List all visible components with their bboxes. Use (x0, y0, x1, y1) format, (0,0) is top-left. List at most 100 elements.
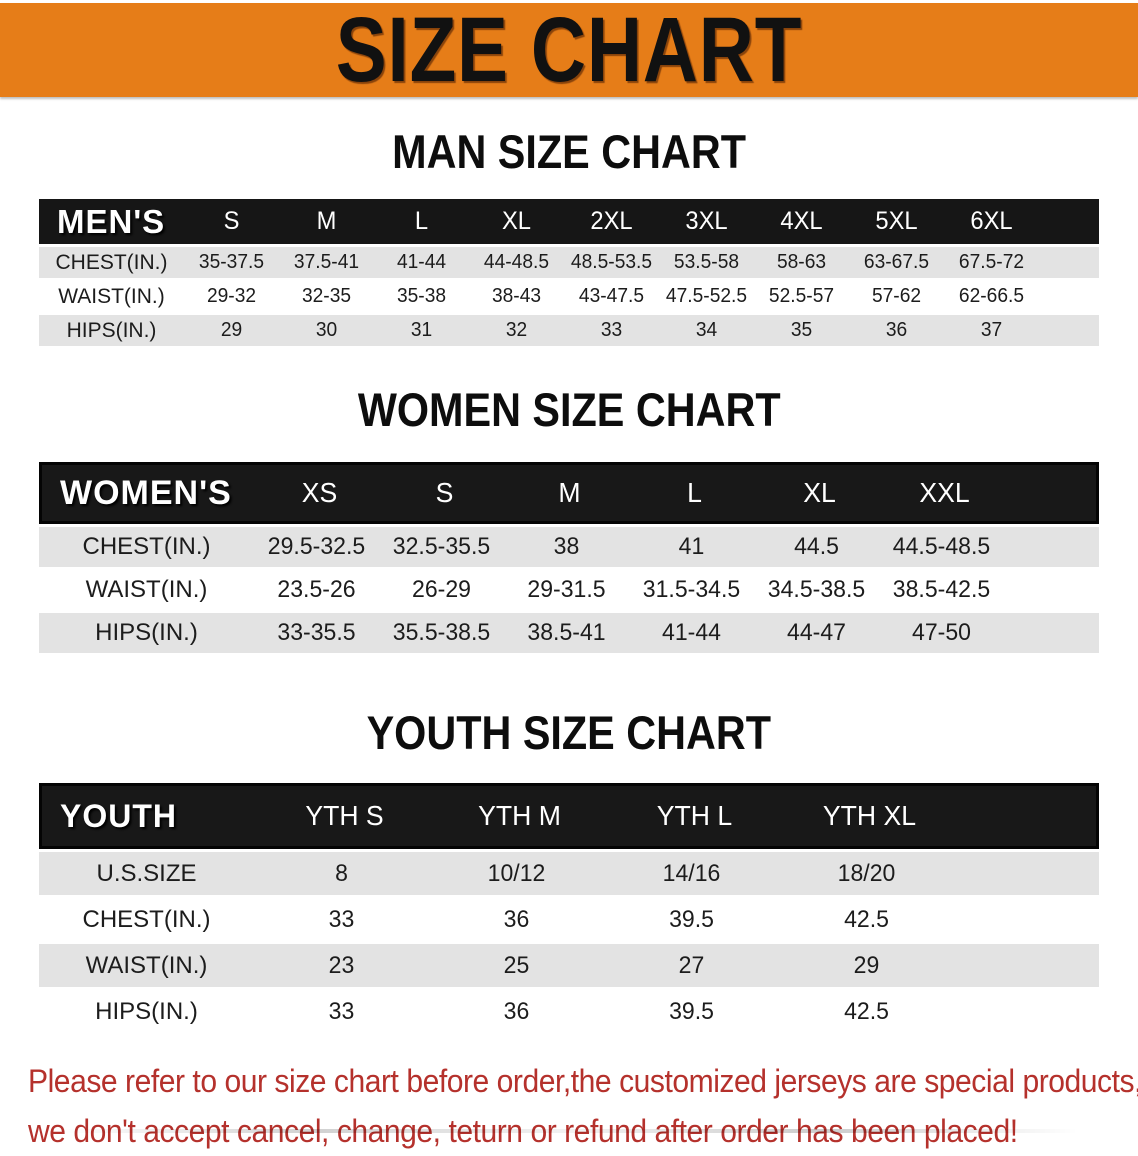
size-cell: 43-47.5 (578, 285, 645, 307)
women-section-heading: WOMEN SIZE CHART (0, 382, 1138, 437)
size-cell: 33-35.5 (277, 619, 356, 646)
column-header: XS (301, 477, 338, 508)
row-label: WAIST(IN.) (85, 951, 208, 979)
size-cell: 44-48.5 (483, 251, 550, 273)
column-header: XXL (919, 477, 970, 508)
row-label: CHEST(IN.) (82, 905, 211, 933)
table-header-label: YOUTH (60, 797, 177, 834)
size-cell: 34 (695, 319, 718, 341)
disclaimer-line-1: Please refer to our size chart before or… (28, 1063, 1138, 1099)
size-cell: 18/20 (837, 859, 896, 887)
column-header: XL (501, 207, 532, 235)
size-chart-banner: SIZE CHART (0, 3, 1138, 97)
women-section-heading-text: WOMEN SIZE CHART (357, 383, 781, 436)
disclaimer-note: Please refer to our size chart before or… (28, 1057, 1138, 1156)
size-cell: 36 (885, 319, 908, 341)
size-cell: 52.5-57 (768, 285, 835, 307)
table-row: CHEST(IN.) 33 36 39.5 42.5 (39, 898, 1099, 941)
row-label: WAIST(IN.) (85, 576, 208, 603)
column-header: YTH XL (822, 800, 917, 831)
table-row: CHEST(IN.) 29.5-32.5 32.5-35.5 38 41 44.5 44.5… (39, 527, 1099, 567)
table-header-row: MEN'S S M L XL 2XL 3XL 4XL 5XL 6XL (39, 199, 1099, 244)
size-cell: 10/12 (487, 859, 546, 887)
size-cell: 32 (505, 319, 528, 341)
banner-title: SIZE CHART (335, 0, 803, 101)
size-cell: 48.5-53.5 (570, 251, 653, 273)
table-row: CHEST(IN.) 35-37.5 37.5-41 41-44 44-48.5 48.5… (39, 247, 1099, 278)
size-cell: 29 (220, 319, 243, 341)
size-cell: 53.5-58 (673, 251, 740, 273)
size-cell: 42.5 (844, 997, 889, 1025)
size-cell: 38 (553, 533, 580, 560)
size-cell: 42.5 (844, 905, 889, 933)
size-cell: 57-62 (871, 285, 922, 307)
size-cell: 26-29 (412, 576, 471, 603)
table-row: WAIST(IN.) 23 25 27 29 (39, 944, 1099, 987)
womens-size-table: WOMEN'S XS S M L XL XXL CHEST(IN.) 29.5-32.5 32.5… (39, 462, 1099, 653)
size-cell: 35.5-38.5 (392, 619, 491, 646)
column-header: 6XL (970, 207, 1013, 235)
size-cell: 29 (853, 951, 880, 979)
size-cell: 63-67.5 (863, 251, 930, 273)
size-cell: 34.5-38.5 (767, 576, 866, 603)
table-row: HIPS(IN.) 33-35.5 35.5-38.5 38.5-41 41-44 44-… (39, 613, 1099, 653)
size-cell: 27 (678, 951, 705, 979)
column-header: 2XL (590, 207, 633, 235)
size-cell: 31 (410, 319, 433, 341)
row-label: WAIST(IN.) (58, 284, 165, 308)
column-header: YTH L (656, 800, 733, 831)
column-header: 5XL (875, 207, 918, 235)
size-cell: 38.5-42.5 (892, 576, 991, 603)
youth-size-table: YOUTH YTH S YTH M YTH L YTH XL U.S.SIZE 8 10/12… (39, 783, 1099, 1033)
row-label: HIPS(IN.) (95, 619, 198, 646)
size-cell: 39.5 (669, 997, 714, 1025)
column-header: 4XL (780, 207, 823, 235)
table-header-label: MEN'S (57, 202, 166, 240)
size-cell: 67.5-72 (958, 251, 1025, 273)
column-header: S (435, 477, 454, 508)
table-header-row: WOMEN'S XS S M L XL XXL (39, 462, 1099, 524)
size-cell: 33 (328, 997, 355, 1025)
table-header-row: YOUTH YTH S YTH M YTH L YTH XL (39, 783, 1099, 849)
size-cell: 23.5-26 (277, 576, 356, 603)
table-row: WAIST(IN.) 23.5-26 26-29 29-31.5 31.5-34.5 34… (39, 570, 1099, 610)
column-header: XL (803, 477, 836, 508)
column-header: L (687, 477, 702, 508)
size-cell: 41-44 (396, 251, 447, 273)
size-cell: 33 (328, 905, 355, 933)
bottom-edge-shadow (60, 1129, 1078, 1133)
size-cell: 35 (790, 319, 813, 341)
row-label: CHEST(IN.) (55, 250, 168, 274)
table-row: WAIST(IN.) 29-32 32-35 35-38 38-43 43-47.5 47.… (39, 281, 1099, 312)
column-header: S (223, 207, 240, 235)
size-cell: 47-50 (912, 619, 971, 646)
size-cell: 41-44 (662, 619, 721, 646)
row-label: HIPS(IN.) (66, 318, 157, 342)
table-header-label: WOMEN'S (60, 473, 232, 512)
column-header: 3XL (685, 207, 728, 235)
youth-section-heading: YOUTH SIZE CHART (0, 705, 1138, 760)
size-cell: 44.5 (794, 533, 839, 560)
size-cell: 31.5-34.5 (642, 576, 741, 603)
size-cell: 38-43 (491, 285, 542, 307)
size-cell: 32.5-35.5 (392, 533, 491, 560)
column-header: M (316, 207, 337, 235)
size-cell: 44-47 (787, 619, 846, 646)
man-section-heading: MAN SIZE CHART (0, 124, 1138, 179)
column-header: YTH M (478, 800, 561, 831)
man-section-heading-text: MAN SIZE CHART (392, 125, 746, 178)
size-cell: 32-35 (301, 285, 352, 307)
row-label: CHEST(IN.) (82, 533, 211, 560)
column-header: M (558, 477, 581, 508)
mens-size-table: MEN'S S M L XL 2XL 3XL 4XL 5XL 6XL CHEST(IN.) 35-37… (39, 199, 1099, 346)
size-cell: 44.5-48.5 (892, 533, 991, 560)
size-cell: 23 (328, 951, 355, 979)
size-cell: 30 (315, 319, 338, 341)
table-row: HIPS(IN.) 29 30 31 32 33 34 35 36 37 (39, 315, 1099, 346)
size-cell: 29-31.5 (527, 576, 606, 603)
table-row: HIPS(IN.) 33 36 39.5 42.5 (39, 990, 1099, 1033)
size-cell: 36 (503, 997, 530, 1025)
size-cell: 39.5 (669, 905, 714, 933)
size-cell: 58-63 (776, 251, 827, 273)
row-label: HIPS(IN.) (95, 997, 198, 1025)
